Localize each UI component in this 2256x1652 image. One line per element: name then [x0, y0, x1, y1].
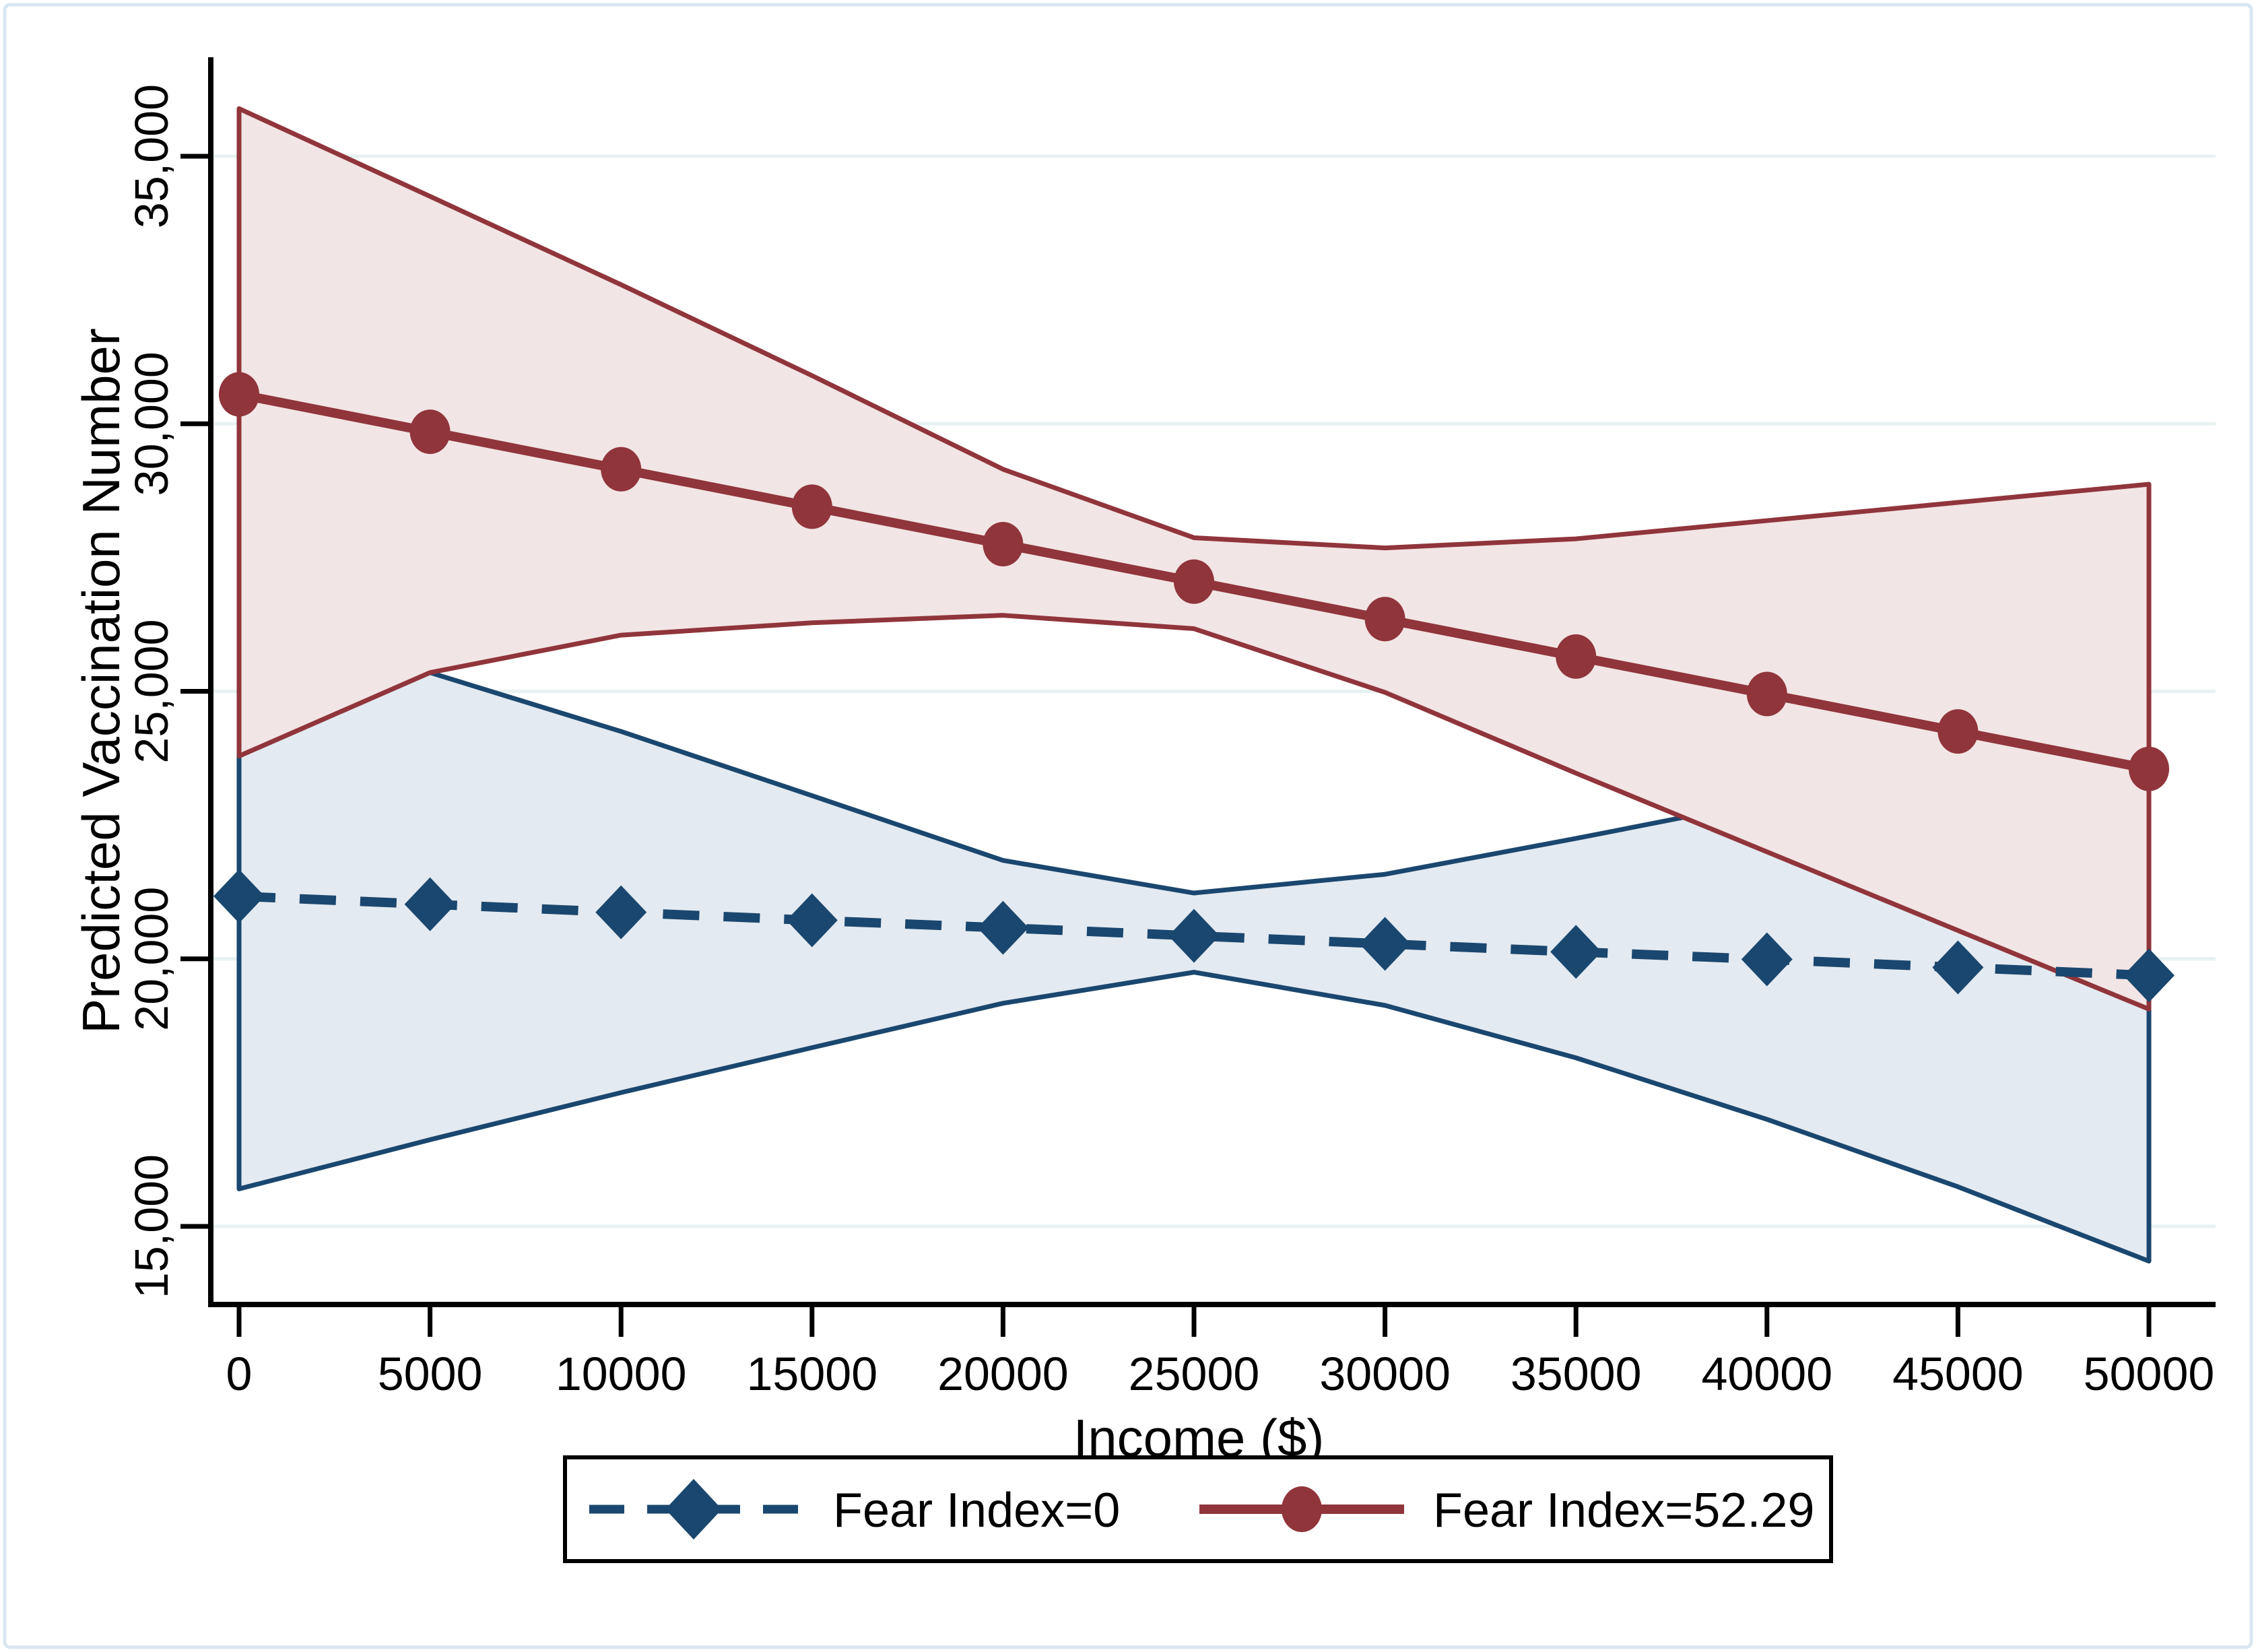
series-line-fear0	[238, 891, 2150, 981]
y-tick-label: 35,000	[125, 84, 178, 228]
x-tick-label: 45000	[1892, 1348, 2024, 1400]
circle-marker	[409, 409, 451, 455]
diamond-marker	[1741, 932, 1793, 987]
diamond-marker	[1359, 917, 1411, 971]
circle-marker	[219, 372, 259, 417]
circle-marker	[983, 522, 1024, 567]
x-tick-label: 15000	[746, 1348, 877, 1400]
diamond-marker	[977, 900, 1029, 955]
y-axis-title: Predicted Vaccination Number	[71, 328, 131, 1034]
x-tick-label: 10000	[556, 1348, 687, 1400]
x-tick-label: 20000	[937, 1348, 1069, 1400]
y-tick-label: 20,000	[125, 887, 178, 1031]
x-tick-label: 50000	[2084, 1348, 2215, 1400]
x-tick-label: 35000	[1511, 1348, 1642, 1400]
diamond-marker	[404, 877, 456, 931]
circle-marker	[1556, 634, 1597, 679]
circle-marker	[1937, 709, 1979, 754]
figure-border	[3, 3, 2253, 1649]
diamond-marker	[1932, 940, 1984, 995]
diamond-marker	[2123, 948, 2175, 1003]
circle-marker	[791, 484, 832, 529]
diamond-marker	[786, 893, 838, 948]
diamond-marker	[1550, 925, 1602, 979]
diamond-marker-icon	[665, 1479, 722, 1540]
diamond-marker	[213, 869, 265, 923]
legend-item-fear-index-0: Fear Index=0	[589, 1479, 1120, 1540]
circle-marker	[601, 447, 642, 492]
y-tick-label: 15,000	[125, 1154, 178, 1298]
circle-marker-icon	[1282, 1486, 1322, 1532]
x-tick-label: 25000	[1129, 1348, 1260, 1400]
circle-marker	[1746, 671, 1787, 717]
legend: Fear Index=0 Fear Index=52.29	[563, 1455, 1833, 1563]
plot-area: 15,000 20,000 25,000 30,000 35,000 0 5000 10000…	[125, 84, 2216, 1400]
diamond-marker	[1168, 908, 1220, 963]
x-tick-label: 0	[226, 1348, 253, 1400]
circle-marker	[2129, 746, 2169, 791]
confidence-band-fear52	[236, 106, 2152, 1012]
legend-item-fear-index-52: Fear Index=52.29	[1199, 1484, 1814, 1538]
y-tick-label: 25,000	[125, 619, 178, 763]
legend-label-fear-index-52: Fear Index=52.29	[1433, 1484, 1814, 1538]
diamond-marker	[595, 885, 647, 939]
legend-label-fear-index-0: Fear Index=0	[833, 1484, 1120, 1538]
circle-marker	[1174, 559, 1214, 604]
x-tick-label: 5000	[378, 1348, 483, 1400]
circle-marker	[1364, 597, 1405, 642]
x-tick-label: 30000	[1319, 1348, 1451, 1400]
x-tick-label: 40000	[1701, 1348, 1832, 1400]
y-tick-label: 30,000	[125, 352, 178, 496]
